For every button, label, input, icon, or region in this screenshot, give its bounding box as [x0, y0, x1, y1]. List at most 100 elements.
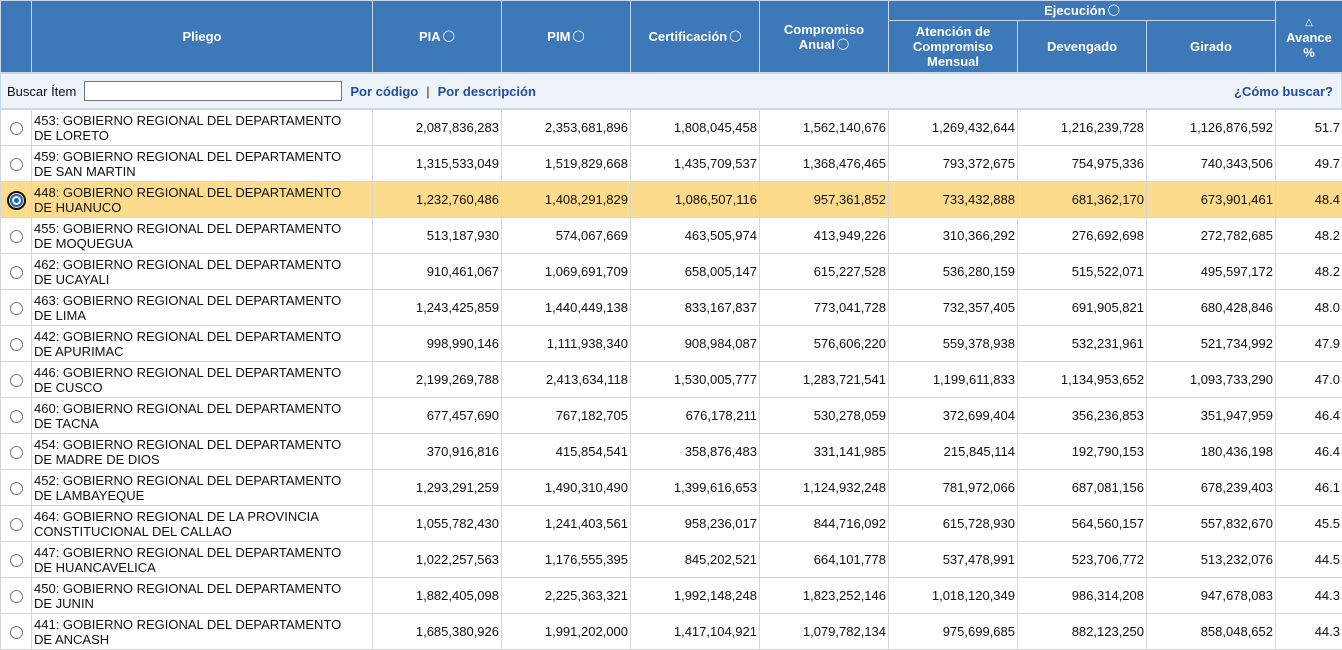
pia-header[interactable]: PIA◯: [373, 1, 502, 73]
atencion-compromiso-cell: 781,972,066: [889, 470, 1018, 506]
row-radio-button[interactable]: [10, 482, 23, 495]
compromiso-anual-cell: 615,227,528: [760, 254, 889, 290]
compromiso-anual-cell: 1,124,932,248: [760, 470, 889, 506]
devengado-cell: 276,692,698: [1018, 218, 1147, 254]
row-radio-button[interactable]: [10, 554, 23, 567]
pim-header[interactable]: PIM◯: [502, 1, 631, 73]
girado-cell: 557,832,670: [1147, 506, 1276, 542]
girado-cell: 351,947,959: [1147, 398, 1276, 434]
compromiso-anual-cell: 664,101,778: [760, 542, 889, 578]
certificacion-cell: 658,005,147: [631, 254, 760, 290]
girado-cell: 180,436,198: [1147, 434, 1276, 470]
pia-cell: 1,882,405,098: [373, 578, 502, 614]
girado-cell: 673,901,461: [1147, 182, 1276, 218]
pia-cell: 513,187,930: [373, 218, 502, 254]
devengado-cell: 532,231,961: [1018, 326, 1147, 362]
ejecucion-header[interactable]: Ejecución◯: [889, 1, 1276, 21]
pim-cell: 1,519,829,668: [502, 146, 631, 182]
row-select-cell: [1, 290, 32, 326]
row-radio-button[interactable]: [10, 374, 23, 387]
info-bubble-icon[interactable]: ◯: [837, 38, 849, 50]
devengado-cell: 687,081,156: [1018, 470, 1147, 506]
pim-cell: 1,069,691,709: [502, 254, 631, 290]
avance-cell: 48.2: [1276, 218, 1342, 254]
pia-cell: 2,087,836,283: [373, 110, 502, 146]
how-to-search-link[interactable]: ¿Cómo buscar?: [1234, 84, 1333, 99]
info-bubble-icon[interactable]: ◯: [729, 30, 741, 42]
row-radio-button[interactable]: [10, 158, 23, 171]
avance-cell: 48.4: [1276, 182, 1342, 218]
devengado-cell: 882,123,250: [1018, 614, 1147, 650]
row-radio-button[interactable]: [10, 590, 23, 603]
search-by-code-link[interactable]: Por código: [350, 84, 418, 99]
row-radio-button[interactable]: [10, 266, 23, 279]
avance-cell: 46.4: [1276, 398, 1342, 434]
pim-cell: 1,241,403,561: [502, 506, 631, 542]
atencion-compromiso-cell: 537,478,991: [889, 542, 1018, 578]
row-radio-button[interactable]: [10, 446, 23, 459]
row-select-cell: [1, 542, 32, 578]
row-radio-button[interactable]: [10, 230, 23, 243]
row-select-cell: [1, 434, 32, 470]
devengado-header[interactable]: Devengado: [1018, 21, 1147, 73]
atencion-compromiso-cell: 733,432,888: [889, 182, 1018, 218]
row-radio-button[interactable]: [10, 410, 23, 423]
certificacion-cell: 1,086,507,116: [631, 182, 760, 218]
certificacion-cell: 1,808,045,458: [631, 110, 760, 146]
pim-cell: 2,225,363,321: [502, 578, 631, 614]
girado-header[interactable]: Girado: [1147, 21, 1276, 73]
row-radio-button[interactable]: [10, 194, 23, 207]
certificacion-cell: 845,202,521: [631, 542, 760, 578]
pim-cell: 767,182,705: [502, 398, 631, 434]
avance-cell: 51.7: [1276, 110, 1342, 146]
compromiso-anual-cell: 413,949,226: [760, 218, 889, 254]
avance-header[interactable]: △Avance%: [1276, 1, 1342, 73]
certificacion-cell: 958,236,017: [631, 506, 760, 542]
devengado-cell: 515,522,071: [1018, 254, 1147, 290]
pliego-header[interactable]: Pliego: [32, 1, 373, 73]
search-input[interactable]: [84, 81, 342, 101]
devengado-cell: 986,314,208: [1018, 578, 1147, 614]
devengado-cell: 356,236,853: [1018, 398, 1147, 434]
info-bubble-icon[interactable]: ◯: [1108, 4, 1120, 16]
compromiso-anual-cell: 957,361,852: [760, 182, 889, 218]
certificacion-header[interactable]: Certificación◯: [631, 1, 760, 73]
girado-cell: 272,782,685: [1147, 218, 1276, 254]
row-radio-button[interactable]: [10, 302, 23, 315]
search-by-description-link[interactable]: Por descripción: [438, 84, 536, 99]
atencion-compromiso-cell: 732,357,405: [889, 290, 1018, 326]
triangle-sort-icon[interactable]: △: [1305, 17, 1313, 28]
row-radio-button[interactable]: [10, 122, 23, 135]
girado-cell: 513,232,076: [1147, 542, 1276, 578]
row-radio-button[interactable]: [10, 518, 23, 531]
row-radio-button[interactable]: [10, 338, 23, 351]
info-bubble-icon[interactable]: ◯: [443, 30, 455, 42]
info-bubble-icon[interactable]: ◯: [572, 30, 584, 42]
compromiso-anual-cell: 1,823,252,146: [760, 578, 889, 614]
row-radio-button[interactable]: [10, 626, 23, 639]
atencion-compromiso-cell: 975,699,685: [889, 614, 1018, 650]
